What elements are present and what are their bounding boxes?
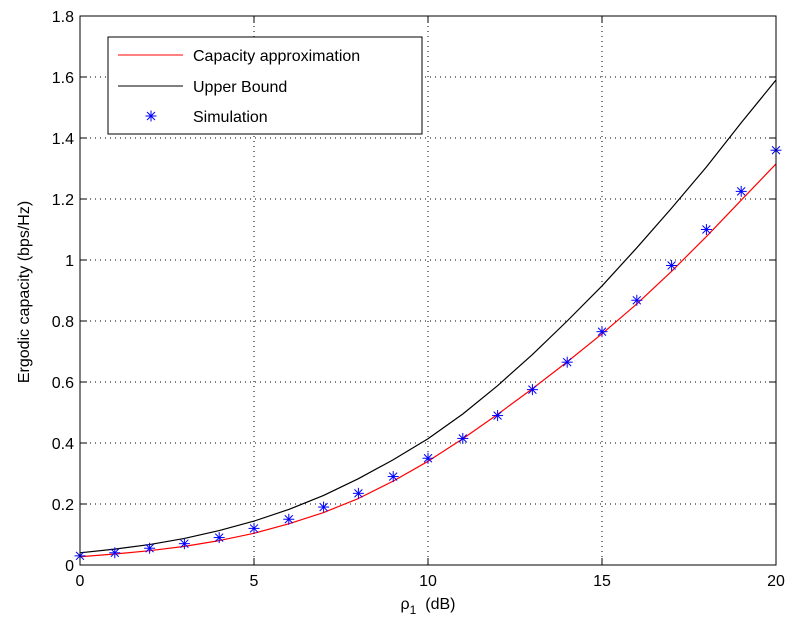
y-tick-label: 0.2	[52, 497, 74, 514]
data-point-simulation	[735, 185, 747, 197]
grid	[80, 16, 776, 565]
data-point-simulation	[666, 259, 678, 271]
y-tick-label: 0.8	[52, 314, 74, 331]
tick-labels: 0 5 10 15 20 0 0.2 0.4 0.6 0.8 1 1.2 1.4 1.6 1.8	[52, 9, 785, 590]
x-tick-label: 20	[767, 573, 785, 590]
x-axis-subscript: 1	[410, 603, 417, 617]
data-point-simulation	[561, 356, 573, 368]
data-point-simulation	[109, 547, 121, 559]
y-axis-title: Ergodic capacity (bps/Hz)	[16, 201, 33, 383]
legend-label-capacity-approximation: Capacity approximation	[193, 48, 360, 65]
y-tick-label: 1.2	[52, 192, 74, 209]
x-tick-label: 0	[76, 573, 85, 590]
y-tick-label: 1.6	[52, 70, 74, 87]
legend-label-simulation: Simulation	[193, 109, 268, 126]
x-tick-label: 15	[593, 573, 611, 590]
data-point-simulation	[318, 501, 330, 513]
y-tick-label: 0.6	[52, 375, 74, 392]
data-point-simulation	[352, 487, 364, 499]
y-tick-label: 1	[65, 253, 74, 270]
legend-marker-star	[145, 110, 157, 122]
legend-marker-simulation	[145, 110, 157, 122]
data-point-simulation	[596, 326, 608, 338]
ticks	[79, 15, 777, 566]
data-point-simulation	[492, 410, 504, 422]
data-point-simulation	[387, 471, 399, 483]
y-tick-label: 1.4	[52, 131, 74, 148]
y-tick-label: 0.4	[52, 436, 74, 453]
data-point-simulation	[631, 294, 643, 306]
data-point-simulation	[526, 384, 538, 396]
data-point-simulation	[213, 532, 225, 544]
data-point-simulation	[457, 432, 469, 444]
data-point-simulation	[283, 513, 295, 525]
data-point-simulation	[178, 538, 190, 550]
x-tick-label: 10	[419, 573, 437, 590]
x-axis-unit: (dB)	[425, 596, 455, 613]
data-point-simulation	[700, 224, 712, 235]
data-point-simulation	[248, 522, 260, 534]
x-tick-label: 5	[250, 573, 259, 590]
y-tick-label: 0	[65, 558, 74, 575]
data-point-simulation	[144, 542, 156, 554]
data-point-simulation	[422, 452, 434, 464]
x-axis-symbol: ρ	[400, 596, 409, 613]
legend-label-upper-bound: Upper Bound	[193, 79, 287, 96]
x-axis-title: ρ1 (dB)	[400, 596, 455, 617]
legend: Capacity approximation Upper Bound Simul…	[107, 36, 423, 135]
y-tick-label: 1.8	[52, 9, 74, 26]
series-line-upper-bound	[79, 79, 777, 554]
